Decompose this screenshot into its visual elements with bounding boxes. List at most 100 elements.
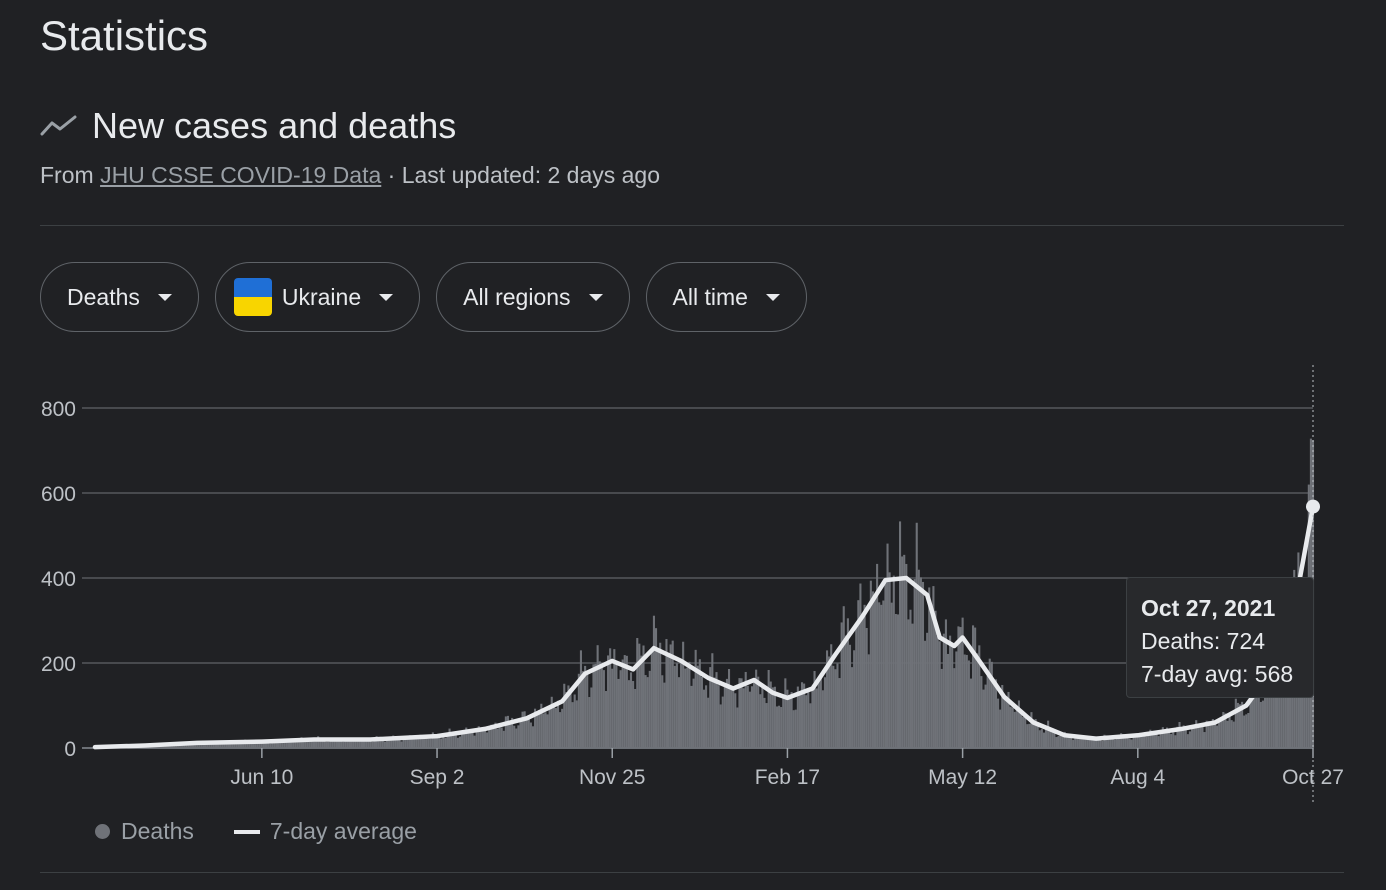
- death-bar: [1245, 714, 1248, 748]
- death-bar: [1149, 729, 1152, 748]
- death-bar: [615, 663, 618, 748]
- death-bar: [1134, 735, 1137, 748]
- death-bar: [663, 682, 666, 748]
- death-bar: [254, 742, 257, 748]
- death-bar: [1182, 725, 1185, 748]
- death-bar: [517, 725, 520, 748]
- death-bar: [759, 694, 762, 748]
- death-bar: [1163, 729, 1166, 748]
- death-bar: [1038, 730, 1041, 748]
- death-bar: [390, 736, 393, 748]
- death-bar: [1049, 727, 1052, 748]
- death-bar: [454, 732, 457, 748]
- death-bar: [413, 738, 416, 748]
- death-bar: [456, 737, 459, 748]
- death-bar: [590, 687, 593, 748]
- death-bar: [312, 741, 316, 748]
- death-bar: [784, 678, 787, 748]
- death-bar: [1101, 740, 1104, 748]
- death-bar: [504, 716, 507, 748]
- section-title: New cases and deaths: [40, 104, 456, 148]
- death-bar: [1207, 721, 1210, 748]
- death-bar: [627, 680, 630, 748]
- death-bar: [166, 745, 170, 748]
- death-bar: [402, 736, 405, 748]
- source-link[interactable]: JHU CSSE COVID-19 Data: [100, 162, 382, 188]
- death-bar: [1199, 724, 1202, 748]
- death-bar: [727, 669, 731, 748]
- death-bar: [775, 706, 779, 748]
- death-bar: [1115, 739, 1118, 748]
- death-bar: [519, 720, 522, 748]
- death-bar: [773, 686, 776, 748]
- death-bar: [277, 739, 280, 748]
- death-bar: [290, 739, 293, 748]
- death-bar: [619, 670, 622, 748]
- death-bar: [544, 712, 547, 748]
- death-bar: [1065, 734, 1068, 748]
- death-bar: [1157, 736, 1160, 748]
- death-bar: [1147, 733, 1150, 748]
- death-bar: [786, 689, 789, 748]
- death-bar: [1197, 725, 1200, 748]
- death-bar: [761, 686, 764, 748]
- death-bar: [1051, 727, 1054, 748]
- death-bar: [734, 693, 737, 748]
- death-bar: [446, 733, 449, 748]
- death-bar: [992, 681, 995, 748]
- death-bar: [210, 743, 213, 748]
- death-bar: [356, 740, 359, 748]
- death-bar: [730, 685, 733, 748]
- death-bar: [477, 726, 480, 748]
- region-dropdown[interactable]: All regions: [436, 262, 630, 332]
- death-bar: [571, 702, 574, 748]
- death-bar: [738, 678, 741, 748]
- trend-line-icon: [40, 115, 77, 136]
- death-bar: [388, 738, 391, 748]
- metric-dropdown[interactable]: Deaths: [40, 262, 199, 332]
- death-bar: [1203, 732, 1206, 748]
- death-bar: [1061, 733, 1064, 748]
- death-bar: [1082, 737, 1085, 748]
- death-bar: [1174, 735, 1177, 748]
- death-bar: [369, 740, 372, 748]
- death-bar: [1070, 736, 1073, 748]
- death-bar: [719, 704, 722, 748]
- death-bar: [538, 709, 541, 748]
- death-bar: [1155, 732, 1158, 748]
- death-bar: [650, 651, 653, 748]
- death-bar: [821, 690, 824, 748]
- death-bar: [807, 692, 810, 748]
- death-bar: [252, 743, 255, 748]
- country-dropdown[interactable]: Ukraine: [214, 262, 421, 332]
- death-bar: [1193, 724, 1196, 748]
- death-bar: [836, 663, 839, 748]
- death-bar: [1011, 707, 1014, 748]
- death-bar: [882, 600, 885, 748]
- death-bar: [890, 602, 893, 748]
- death-bar: [521, 711, 524, 748]
- death-bar: [319, 738, 322, 748]
- death-bar: [1084, 739, 1087, 748]
- death-bar: [936, 636, 939, 748]
- death-bar: [267, 742, 270, 748]
- death-bar: [483, 728, 487, 748]
- death-bar: [1226, 720, 1229, 748]
- death-bar: [373, 737, 376, 748]
- time-range-dropdown[interactable]: All time: [645, 262, 807, 332]
- death-bar: [1122, 734, 1125, 748]
- death-bar: [567, 685, 570, 748]
- death-bar: [1234, 698, 1237, 748]
- death-bar: [1176, 726, 1179, 748]
- death-bar: [642, 645, 645, 748]
- death-bar: [588, 697, 591, 748]
- death-bar: [1076, 734, 1079, 748]
- death-bar: [640, 655, 643, 748]
- death-bar: [189, 743, 192, 748]
- death-bar: [229, 741, 232, 748]
- death-bar: [1099, 739, 1102, 748]
- deaths-chart[interactable]: 0 200 400 600 800 Jun 10 Sep 2 Nov 25 Feb 17 May …: [0, 355, 1386, 815]
- death-bar: [636, 638, 639, 748]
- death-bar: [329, 738, 332, 748]
- death-bar: [892, 575, 895, 748]
